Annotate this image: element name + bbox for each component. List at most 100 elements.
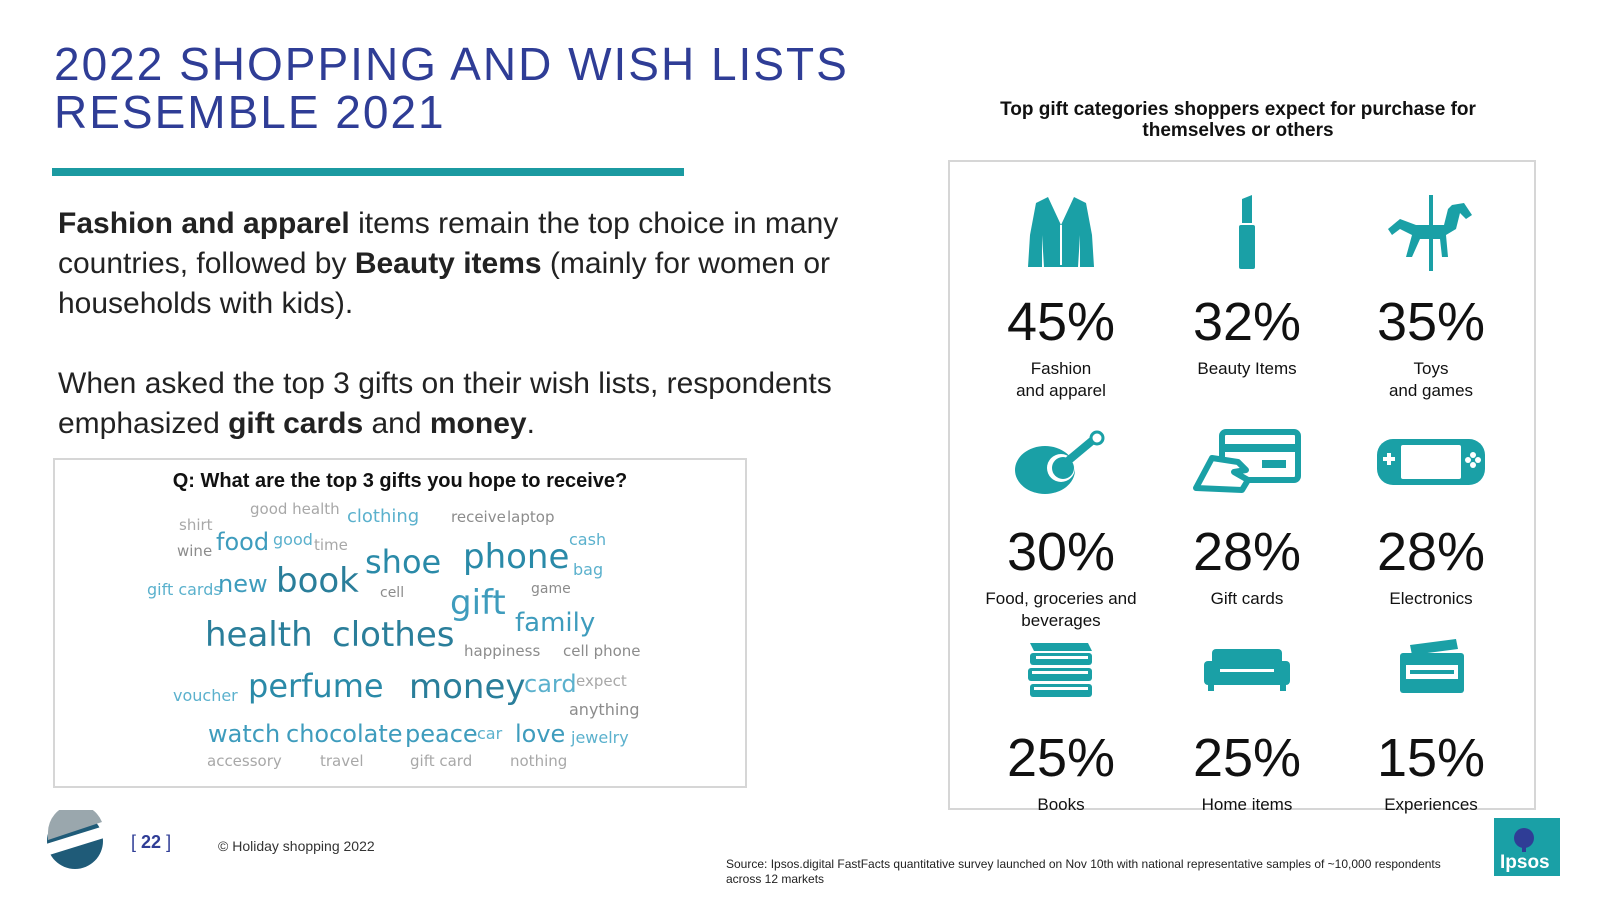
books-icon bbox=[966, 624, 1156, 714]
word-cloud-panel: Q: What are the top 3 gifts you hope to … bbox=[53, 458, 747, 788]
lipstick-icon bbox=[1152, 188, 1342, 278]
page-bracket-close: ] bbox=[166, 832, 172, 852]
p2-run-2: and bbox=[363, 407, 430, 440]
word-cloud-word: cell bbox=[380, 585, 405, 601]
word-cloud-word: gift cards bbox=[147, 580, 222, 599]
word-cloud-word: nothing bbox=[510, 752, 568, 770]
jacket-icon bbox=[966, 188, 1156, 278]
category-books: 25% Books bbox=[966, 624, 1156, 816]
page-number-value: 22 bbox=[141, 832, 162, 852]
category-percent: 35% bbox=[1376, 292, 1486, 352]
word-cloud-word: gift bbox=[450, 583, 506, 623]
word-cloud-word: cell phone bbox=[563, 642, 641, 660]
category-experiences: 15% Experiences bbox=[1336, 624, 1526, 816]
categories-panel: 45% Fashion and apparel 32% Beauty Items… bbox=[948, 160, 1536, 814]
category-percent: 28% bbox=[1376, 522, 1486, 582]
word-cloud-word: expect bbox=[576, 672, 627, 690]
word-cloud-word: game bbox=[531, 581, 571, 597]
carousel-horse-icon bbox=[1336, 188, 1526, 278]
word-cloud-word: cash bbox=[569, 530, 607, 549]
p1-run-0: Fashion and apparel bbox=[58, 207, 350, 240]
word-cloud-word: anything bbox=[569, 700, 640, 719]
word-cloud-word: family bbox=[515, 608, 596, 638]
word-cloud-word: car bbox=[477, 724, 503, 743]
category-percent: 32% bbox=[1192, 292, 1302, 352]
p2-run-1: gift cards bbox=[228, 407, 364, 440]
word-cloud: shirt good health clothing receive laptop foo… bbox=[55, 460, 745, 786]
p1-run-2: Beauty items bbox=[354, 247, 542, 280]
word-cloud-word: card bbox=[524, 670, 577, 698]
gift-card-hand-icon bbox=[1152, 418, 1342, 508]
word-cloud-word: receive bbox=[451, 508, 506, 526]
word-cloud-word: food bbox=[216, 528, 270, 556]
word-cloud-word: clothing bbox=[347, 506, 420, 527]
page-bracket-open: [ bbox=[131, 832, 137, 852]
word-cloud-word: voucher bbox=[173, 686, 238, 705]
word-cloud-word: shoe bbox=[365, 543, 442, 581]
slide-title-line1: 2022 SHOPPING AND WISH LISTS bbox=[54, 38, 849, 90]
ticket-icon bbox=[1336, 624, 1526, 714]
category-label: Electronics bbox=[1389, 589, 1473, 608]
sofa-icon bbox=[1152, 624, 1342, 714]
food-icon bbox=[966, 418, 1156, 508]
category-percent: 25% bbox=[1192, 728, 1302, 788]
category-label: Gift cards bbox=[1210, 589, 1284, 608]
category-label: Food, groceries and beverages bbox=[985, 589, 1137, 630]
word-cloud-word: love bbox=[515, 720, 566, 748]
body-paragraph-wishlist: When asked the top 3 gifts on their wish… bbox=[58, 364, 878, 444]
p2-run-4: . bbox=[526, 407, 535, 440]
word-cloud-word: perfume bbox=[248, 667, 384, 705]
word-cloud-question: Q: What are the top 3 gifts you hope to … bbox=[172, 470, 628, 492]
category-label: Beauty Items bbox=[1197, 359, 1297, 378]
slide-title-line2: RESEMBLE 2021 bbox=[54, 86, 446, 138]
ipsos-logo-text: Ipsos bbox=[1500, 852, 1550, 873]
category-percent: 45% bbox=[1006, 292, 1116, 352]
category-percent: 28% bbox=[1192, 522, 1302, 582]
ipsos-logo: Ipsos bbox=[1494, 818, 1562, 878]
category-label: Fashion and apparel bbox=[1016, 359, 1106, 400]
category-food: 30% Food, groceries and beverages bbox=[966, 418, 1156, 632]
category-beauty: 32% Beauty Items bbox=[1152, 188, 1342, 380]
word-cloud-word: good bbox=[273, 530, 313, 549]
word-cloud-word: bag bbox=[573, 560, 604, 579]
word-cloud-word: money bbox=[409, 667, 526, 707]
category-percent: 30% bbox=[1006, 522, 1116, 582]
p1-run-3: (mainly for women or households with kid… bbox=[58, 247, 830, 320]
copyright-text: © Holiday shopping 2022 bbox=[218, 838, 375, 854]
slide-title: 2022 SHOPPING AND WISH LISTS RESEMBLE 20… bbox=[54, 40, 934, 136]
category-percent: 25% bbox=[1006, 728, 1116, 788]
word-cloud-word: wine bbox=[177, 542, 213, 560]
category-home: 25% Home items bbox=[1152, 624, 1342, 816]
p1-run-1: items remain the top choice in many coun… bbox=[58, 207, 839, 280]
word-cloud-word: good health bbox=[250, 500, 340, 518]
word-cloud-word: shirt bbox=[179, 516, 213, 534]
page-number: [ 22 ] bbox=[131, 832, 171, 853]
word-cloud-word: time bbox=[314, 536, 348, 554]
body-paragraph-fashion: Fashion and apparel items remain the top… bbox=[58, 204, 878, 324]
category-label: Books bbox=[1037, 795, 1085, 814]
word-cloud-word: gift card bbox=[410, 752, 473, 770]
word-cloud-word: watch bbox=[208, 720, 281, 748]
source-note: Source: Ipsos.digital FastFacts quantita… bbox=[726, 857, 1441, 886]
category-toys: 35% Toys and games bbox=[1336, 188, 1526, 402]
word-cloud-word: phone bbox=[463, 537, 570, 577]
word-cloud-word: health bbox=[205, 615, 313, 655]
category-percent: 15% bbox=[1376, 728, 1486, 788]
word-cloud-word: peace bbox=[405, 720, 478, 748]
categories-heading: Top gift categories shoppers expect for … bbox=[1000, 99, 1476, 141]
word-cloud-word: laptop bbox=[507, 508, 555, 526]
word-cloud-word: travel bbox=[320, 752, 364, 770]
category-gift-cards: 28% Gift cards bbox=[1152, 418, 1342, 610]
word-cloud-word: jewelry bbox=[571, 728, 629, 747]
word-cloud-word: book bbox=[276, 561, 359, 601]
p2-run-3: money bbox=[429, 407, 527, 440]
game-console-icon bbox=[1336, 418, 1526, 508]
word-cloud-word: chocolate bbox=[286, 720, 403, 748]
word-cloud-word: clothes bbox=[332, 615, 455, 655]
presentation-logo bbox=[46, 804, 104, 872]
p2-run-0: When asked the top 3 gifts on their wish… bbox=[58, 367, 832, 440]
word-cloud-word: accessory bbox=[207, 752, 282, 770]
category-label: Experiences bbox=[1384, 795, 1478, 814]
category-electronics: 28% Electronics bbox=[1336, 418, 1526, 610]
title-underline-bar bbox=[52, 168, 684, 176]
